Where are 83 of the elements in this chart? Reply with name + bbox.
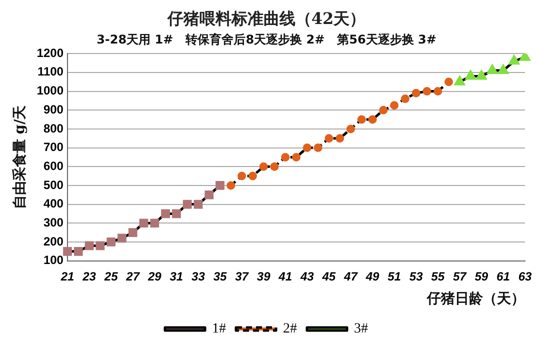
x-tick-label: 39 — [256, 269, 271, 284]
point — [324, 134, 334, 143]
point — [270, 162, 279, 171]
x-tick-label: 37 — [235, 269, 250, 284]
x-tick-label: 49 — [364, 269, 380, 284]
point — [390, 101, 399, 110]
point — [368, 115, 377, 124]
point — [172, 209, 181, 218]
point — [357, 115, 366, 124]
point — [465, 70, 476, 80]
point — [150, 218, 160, 228]
point — [139, 218, 148, 228]
point — [84, 241, 94, 250]
x-tick-label: 27 — [125, 269, 141, 284]
legend-label: 2# — [283, 322, 297, 337]
point — [508, 55, 520, 65]
point — [182, 200, 192, 209]
point — [216, 181, 224, 190]
x-tick-label: 35 — [213, 269, 227, 284]
x-tick-label: 57 — [452, 269, 468, 284]
legend-label: 3# — [354, 322, 368, 337]
point — [302, 144, 312, 152]
x-tick-label: 53 — [409, 269, 424, 284]
x-tick-label: 41 — [278, 269, 292, 284]
y-tick-label: 600 — [43, 158, 64, 173]
y-tick-label: 700 — [43, 140, 64, 154]
legend-label: 1# — [212, 322, 226, 337]
y-tick-label: 200 — [43, 234, 64, 248]
point — [128, 228, 138, 237]
x-tick-label: 33 — [192, 269, 206, 284]
chart-title: 仔猪喂料标准曲线（42天） — [166, 8, 366, 28]
x-tick-label: 55 — [431, 269, 445, 284]
point — [118, 234, 126, 243]
point — [74, 246, 83, 256]
point — [161, 209, 170, 218]
x-tick-label: 29 — [146, 269, 162, 284]
x-tick-label: 59 — [474, 269, 488, 284]
x-tick-label: 61 — [496, 269, 510, 284]
point — [106, 238, 116, 246]
x-tick-label: 47 — [343, 269, 359, 284]
y-tick-label: 500 — [43, 178, 64, 192]
point — [346, 124, 355, 134]
point — [498, 64, 508, 74]
point — [412, 88, 420, 98]
point — [281, 152, 290, 162]
point — [434, 87, 442, 96]
point — [194, 200, 203, 209]
x-tick-label: 31 — [170, 269, 184, 284]
x-tick-label: 51 — [388, 269, 402, 284]
point — [204, 190, 214, 200]
point — [454, 76, 465, 86]
x-tick-label: 21 — [60, 269, 74, 284]
point — [63, 246, 72, 256]
y-tick-label: 300 — [43, 215, 64, 230]
y-tick-label: 1000 — [36, 84, 64, 98]
point — [476, 70, 487, 80]
y-axis-title: 自由采食量 g/天 — [12, 104, 28, 210]
point — [400, 94, 410, 104]
point — [444, 78, 453, 86]
x-tick-label: 25 — [103, 269, 118, 284]
y-tick-label: 1100 — [37, 64, 64, 79]
chart-subtitle: 3-28天用 1# 转保育舍后8天逐步换 2# 第56天逐步换 3# — [96, 32, 436, 47]
y-tick-label: 1200 — [36, 46, 64, 60]
point — [259, 162, 268, 171]
y-tick-label: 900 — [43, 102, 64, 116]
point — [336, 134, 344, 143]
point — [487, 64, 498, 74]
y-tick-label: 400 — [43, 196, 64, 211]
point — [248, 172, 257, 180]
point — [379, 106, 388, 114]
x-tick-label: 63 — [518, 269, 532, 284]
x-tick-label: 45 — [321, 269, 336, 284]
x-tick-label: 43 — [299, 269, 314, 284]
point — [314, 144, 322, 152]
x-axis-title: 仔猪日龄（天） — [426, 291, 525, 308]
x-tick-label: 23 — [82, 269, 96, 284]
y-tick-label: 800 — [43, 121, 64, 136]
point — [226, 181, 236, 190]
point — [96, 241, 105, 250]
point — [292, 152, 300, 162]
y-tick-label: 100 — [43, 253, 64, 268]
point — [422, 87, 432, 96]
point — [238, 172, 246, 180]
